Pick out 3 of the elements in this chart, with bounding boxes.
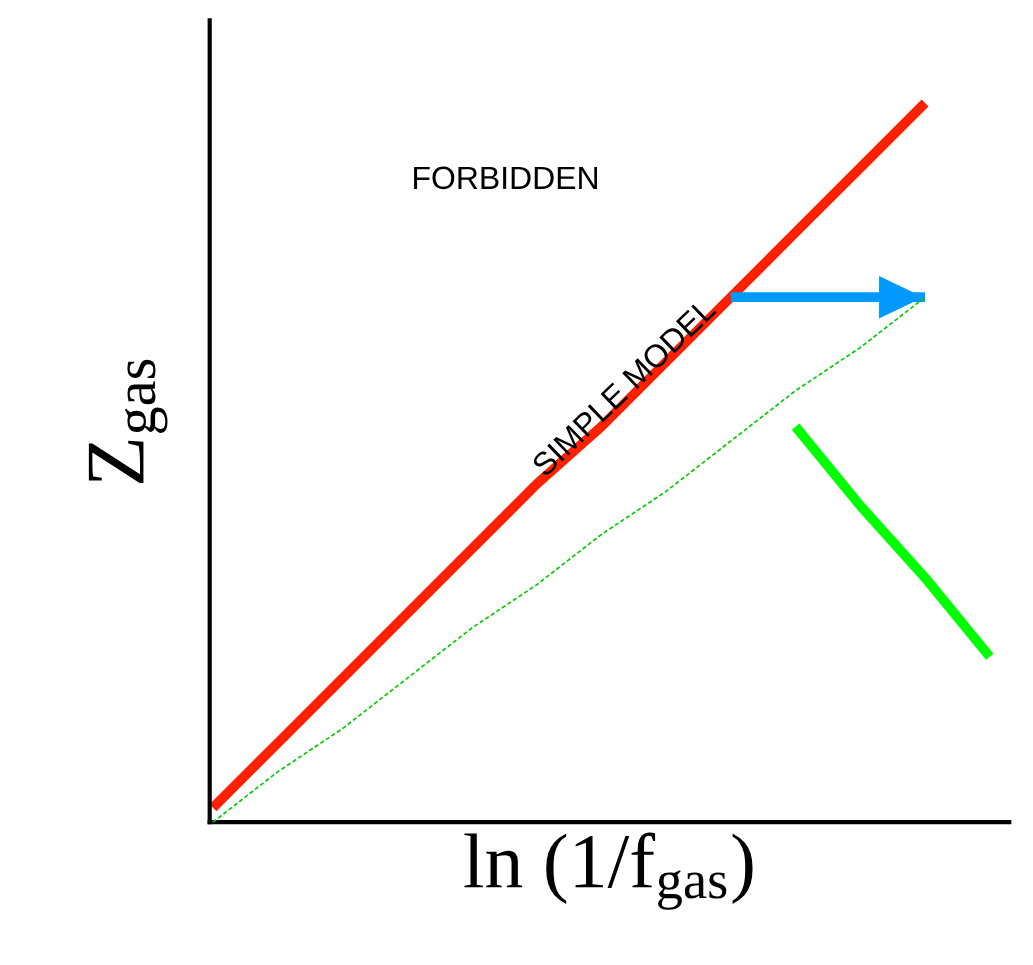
y-axis-title: Z$_{gas}$: [88, 359, 168, 484]
annotation: FORBIDDEN: [414, 166, 597, 190]
x-axis-title: ln (1/f$_{gas}$): [464, 832, 753, 910]
